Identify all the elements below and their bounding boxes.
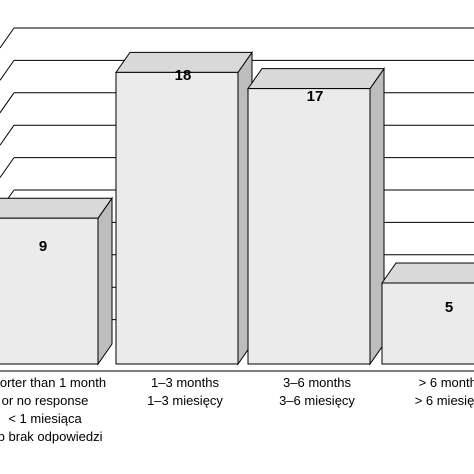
category-label: Shorter than 1 month: [0, 375, 106, 390]
category-label: lub brak odpowiedzi: [0, 429, 103, 444]
bar-top: [247, 68, 385, 90]
bar: [0, 217, 99, 365]
category-label: 3–6 months: [283, 375, 351, 390]
bar: [115, 71, 239, 365]
category-label: > 6 months: [419, 375, 474, 390]
bar: [247, 88, 371, 365]
data-label: 9: [39, 238, 47, 255]
category-label: or no response: [2, 393, 89, 408]
category-label: < 1 miesiąca: [8, 411, 82, 426]
gridline-left: [0, 27, 15, 49]
data-label: 5: [445, 299, 453, 316]
category-label: 1–3 months: [151, 375, 219, 390]
category-label: > 6 miesięcy: [415, 393, 474, 408]
data-label: 17: [307, 88, 324, 105]
gridline-left: [0, 124, 15, 146]
gridline-left: [0, 92, 15, 114]
bar-top: [381, 262, 474, 284]
category-label: 1–3 miesięcy: [147, 393, 223, 408]
bar: [381, 282, 474, 365]
bar-side: [97, 196, 113, 366]
gridline-left: [0, 60, 15, 81]
gridline-left: [0, 157, 15, 178]
category-label: 3–6 miesięcy: [279, 393, 355, 408]
bar-top: [0, 197, 113, 219]
data-label: 18: [175, 67, 192, 84]
